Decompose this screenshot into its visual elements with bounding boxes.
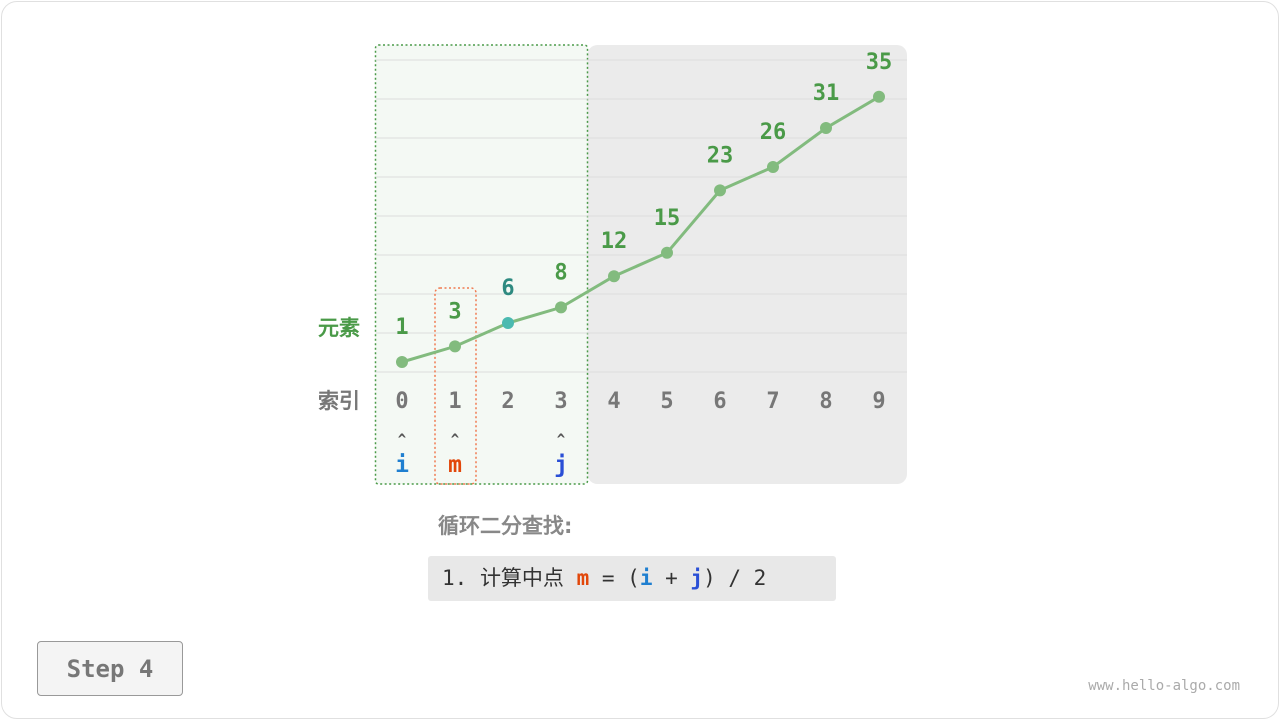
- pointer-arrow-icon: ^: [398, 432, 407, 448]
- code-eq: = (: [589, 566, 640, 590]
- search-range-box: [374, 44, 589, 485]
- value-line: [401, 95, 880, 364]
- index-label: 9: [872, 389, 885, 414]
- pointer-i: i: [395, 452, 409, 478]
- value-label: 15: [654, 206, 681, 231]
- index-label: 1: [448, 389, 461, 414]
- index-label: 6: [713, 389, 726, 414]
- index-label: 8: [819, 389, 832, 414]
- index-label: 5: [660, 389, 673, 414]
- value-label: 35: [866, 50, 893, 75]
- code-m: m: [576, 566, 590, 590]
- value-point: [873, 90, 885, 103]
- code-text: 计算中点: [479, 566, 564, 590]
- value-point: [555, 301, 567, 314]
- value-point: [661, 246, 673, 259]
- value-point: [608, 270, 620, 283]
- watermark: www.hello-algo.com: [1088, 678, 1240, 694]
- index-label: 3: [554, 389, 567, 414]
- value-point: [820, 122, 832, 134]
- step-button[interactable]: Step 4: [37, 641, 183, 696]
- pointer-arrow-icon: ^: [451, 432, 460, 448]
- index-label: 4: [607, 389, 620, 414]
- value-label: 31: [813, 81, 840, 106]
- value-label: 23: [707, 143, 734, 168]
- code-j: j: [690, 566, 704, 590]
- code-step: 1. 计算中点 m = (i + j) / 2: [428, 556, 836, 601]
- element-row-label: 元素: [318, 316, 360, 340]
- value-point: [449, 340, 461, 353]
- value-label: 6: [501, 276, 514, 301]
- code-plus: +: [652, 566, 691, 590]
- value-point: [714, 184, 726, 197]
- index-label: 0: [395, 389, 408, 414]
- value-label: 26: [760, 120, 787, 145]
- code-tail: ) / 2: [703, 566, 767, 590]
- code-i: i: [639, 566, 653, 590]
- index-label: 2: [501, 389, 514, 414]
- value-point: [396, 356, 408, 368]
- index-label: 7: [766, 389, 779, 414]
- mid-highlight-box: [434, 287, 477, 485]
- value-point: [502, 317, 514, 329]
- value-label: 12: [601, 229, 628, 254]
- value-point: [767, 161, 779, 173]
- value-label: 1: [395, 315, 408, 340]
- index-row-label: 索引: [318, 389, 360, 413]
- value-label: 8: [554, 260, 567, 285]
- excluded-range-panel: [587, 45, 907, 484]
- pointer-arrow-icon: ^: [557, 432, 566, 448]
- code-prefix: 1.: [442, 566, 480, 590]
- caption: 循环二分查找:: [438, 514, 573, 538]
- pointer-j: j: [554, 452, 568, 478]
- value-label: 3: [448, 299, 461, 324]
- pointer-m: m: [448, 452, 462, 478]
